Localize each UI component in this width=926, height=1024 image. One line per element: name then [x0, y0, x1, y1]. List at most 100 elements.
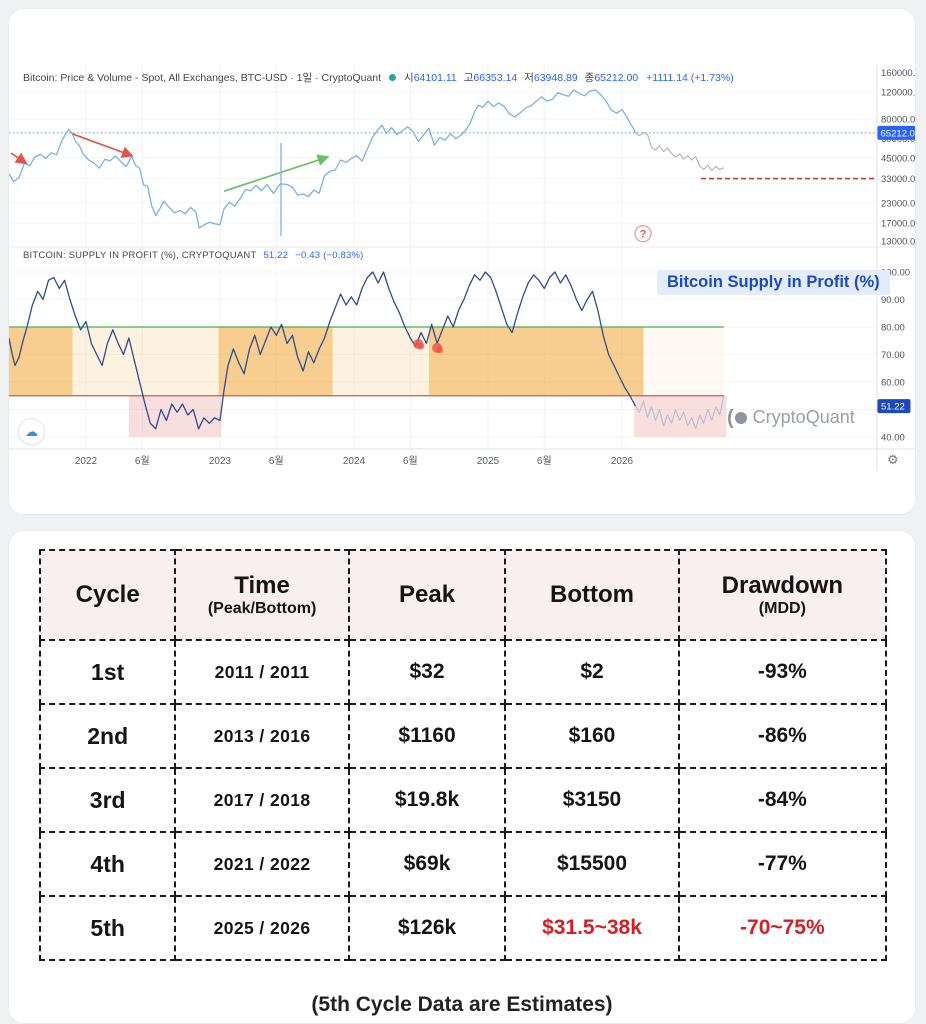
- trend-arrow[interactable]: [10, 152, 28, 165]
- column-header-1: Time (Peak/Bottom): [174, 549, 350, 641]
- chart-title: Bitcoin: Price & Volume - Spot, All Exch…: [23, 72, 382, 84]
- svg-text:13000.00: 13000.00: [881, 237, 916, 248]
- cryptoquant-watermark: ( CryptoQuant: [727, 407, 855, 428]
- column-header-2: Peak: [347, 549, 507, 641]
- table-cell: -86%: [677, 703, 888, 769]
- trend-arrow[interactable]: [223, 154, 330, 192]
- supply-in-profit-projected-line: [634, 395, 725, 430]
- table-caption: (5th Cycle Data are Estimates): [311, 993, 613, 1016]
- svg-text:65212.00: 65212.00: [881, 128, 917, 139]
- logo-paren: (: [727, 406, 734, 429]
- table-row: 1st 2011 / 2011 $32 $2 -93%: [38, 639, 888, 705]
- table-cell: 2nd: [38, 703, 177, 769]
- svg-text:80.00: 80.00: [881, 323, 905, 334]
- table-cell: 2025 / 2026: [174, 895, 350, 961]
- table-cell: 2011 / 2011: [174, 639, 350, 705]
- btc-price-line: [9, 89, 637, 229]
- svg-text:45000.00: 45000.00: [881, 153, 916, 164]
- column-header-0: Cycle: [38, 549, 177, 641]
- svg-text:80000.00: 80000.00: [881, 115, 916, 126]
- current-supply-badge: [877, 399, 911, 414]
- table-cell: -93%: [677, 639, 888, 705]
- table-header-row: Cycle Time (Peak/Bottom) Peak Bottom Drawdown…: [38, 549, 888, 641]
- trend-arrow[interactable]: [72, 133, 134, 158]
- svg-text:6월: 6월: [269, 455, 284, 467]
- accumulation-zone: [218, 327, 333, 396]
- svg-text:100.00: 100.00: [881, 268, 910, 279]
- table-cell: $3150: [504, 767, 680, 833]
- logo-dot: [734, 411, 747, 424]
- table-cell: 2017 / 2018: [174, 767, 350, 833]
- supply-pane-change: −0.43 (−0.83%): [295, 250, 364, 261]
- svg-text:160000.00: 160000.00: [881, 68, 916, 79]
- cycle-table-card: Cycle Time (Peak/Bottom) Peak Bottom Drawdown…: [8, 530, 916, 1024]
- ohlc-pair: 고66353.14: [463, 72, 518, 84]
- table-cell: $126k: [347, 895, 507, 961]
- table-cell: $1160: [347, 703, 507, 769]
- svg-text:6월: 6월: [537, 455, 552, 467]
- svg-text:2025: 2025: [477, 456, 500, 467]
- status-dot-icon: [389, 74, 397, 81]
- table-cell: 2021 / 2022: [174, 831, 350, 897]
- faded-zone: [643, 327, 724, 396]
- svg-text:6월: 6월: [135, 455, 150, 467]
- chart-card: ? 160000.00120000.0080000.0060000.0045000…: [8, 8, 916, 515]
- cryptoquant-cloud-badge[interactable]: ☁: [18, 418, 45, 445]
- supply-overlay-label: Bitcoin Supply in Profit (%): [657, 270, 890, 295]
- table-cell: -77%: [677, 831, 888, 897]
- ohlc-values: 시64101.11 고66353.14 저63948.89 종65212.00: [404, 70, 638, 85]
- svg-text:51.22: 51.22: [881, 402, 905, 413]
- cryptoquant-logo-icon: (: [727, 408, 747, 428]
- signal-red-dot: [417, 342, 425, 350]
- svg-text:70.00: 70.00: [881, 350, 905, 361]
- table-cell: $19.8k: [347, 767, 507, 833]
- table-cell: -70~75%: [677, 895, 888, 961]
- chart-canvas[interactable]: ? 160000.00120000.0080000.0060000.0045000…: [9, 9, 916, 515]
- svg-text:40.00: 40.00: [881, 433, 905, 444]
- svg-text:2023: 2023: [209, 456, 232, 467]
- table-cell: $31.5~38k: [504, 895, 680, 961]
- supply-in-profit-line: [9, 271, 636, 430]
- chart-header: Bitcoin: Price & Volume - Spot, All Exch…: [23, 70, 734, 85]
- table-row: 4th 2021 / 2022 $69k $15500 -77%: [38, 831, 888, 897]
- table-cell: 2013 / 2016: [174, 703, 350, 769]
- ohlc-pair: 저63948.89: [524, 72, 578, 84]
- price-change: +1111.14 (+1.73%): [646, 71, 734, 84]
- supply-pane-title: BITCOIN: SUPPLY IN PROFIT (%), CRYPTOQUA…: [23, 250, 257, 261]
- svg-text:60.00: 60.00: [881, 378, 905, 389]
- watermark-text: CryptoQuant: [752, 407, 855, 427]
- svg-text:2026: 2026: [611, 456, 634, 467]
- table-cell: -84%: [677, 767, 888, 833]
- time-axis[interactable]: 2022 6월 2023 6월 2024 6월 2025 6월 2026: [75, 455, 634, 467]
- column-header-3: Bottom: [504, 549, 680, 641]
- svg-text:23000.00: 23000.00: [881, 198, 916, 209]
- signal-red-dot: [436, 346, 444, 354]
- svg-text:90.00: 90.00: [881, 295, 905, 306]
- alert-icon[interactable]: ?: [634, 224, 652, 243]
- table-row: 5th 2025 / 2026 $126k $31.5~38k -70~75%: [38, 895, 888, 961]
- table-cell: 5th: [38, 895, 177, 961]
- svg-text:33000.00: 33000.00: [881, 174, 916, 185]
- accumulation-zone: [9, 327, 73, 396]
- table-row: 2nd 2013 / 2016 $1160 $160 -86%: [38, 703, 888, 769]
- price-axis[interactable]: 160000.00120000.0080000.0060000.0045000.…: [877, 68, 917, 248]
- supply-axis[interactable]: 100.0090.0080.0070.0060.0050.0040.0051.2…: [877, 268, 911, 444]
- supply-pane-header: BITCOIN: SUPPLY IN PROFIT (%), CRYPTOQUA…: [23, 250, 364, 261]
- table-body: 1st 2011 / 2011 $32 $2 -93% 2nd 2013 / 2016 $11…: [38, 639, 888, 961]
- table-cell: 3rd: [38, 767, 177, 833]
- supply-pane-value: 51.22: [263, 250, 289, 261]
- table-cell: 1st: [38, 639, 177, 705]
- settings-gear-icon[interactable]: ⚙: [887, 452, 899, 467]
- accumulation-zone: [429, 327, 644, 396]
- table-cell: $69k: [347, 831, 507, 897]
- table-cell: $2: [504, 639, 680, 705]
- ohlc-pair: 종65212.00: [584, 72, 639, 84]
- svg-text:2024: 2024: [343, 456, 366, 467]
- ohlc-pair: 시64101.11: [404, 72, 457, 84]
- current-price-badge: [877, 125, 915, 140]
- capitulation-zone: [128, 395, 222, 437]
- svg-text:6월: 6월: [403, 455, 418, 467]
- svg-text:?: ?: [640, 228, 647, 240]
- cycle-table: Cycle Time (Peak/Bottom) Peak Bottom Drawdown…: [38, 549, 888, 961]
